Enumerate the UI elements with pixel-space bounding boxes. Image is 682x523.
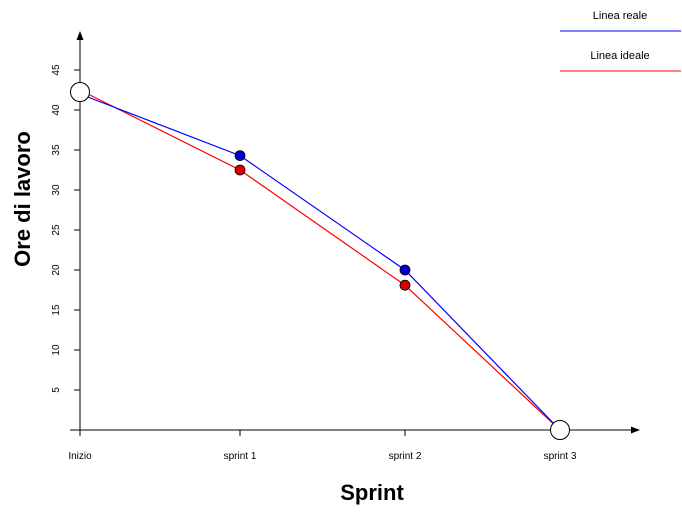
axes — [70, 31, 640, 436]
x-axis-arrow — [631, 426, 640, 434]
series-lines — [79, 89, 561, 431]
end-point-marker — [550, 420, 570, 440]
series-line-ideale — [79, 89, 561, 431]
y-tick-label: 35 — [51, 144, 62, 156]
x-tick-label: sprint 1 — [224, 451, 257, 462]
y-tick-label: 5 — [51, 387, 62, 393]
y-tick-label: 20 — [51, 264, 62, 276]
legend-label-reale: Linea reale — [593, 10, 647, 22]
series-points — [234, 150, 411, 291]
data-point-reale — [399, 264, 411, 276]
y-axis-arrow — [76, 31, 84, 40]
x-tick-label: Inizio — [68, 451, 92, 462]
series-line-reale — [79, 93, 561, 431]
y-tick-label: 10 — [51, 344, 62, 356]
legend-label-ideale: Linea ideale — [590, 50, 649, 62]
y-tick-label: 30 — [51, 184, 62, 196]
x-tick-label: sprint 2 — [389, 451, 422, 462]
x-tick-label: sprint 3 — [544, 451, 577, 462]
y-tick-label: 25 — [51, 224, 62, 236]
y-axis-title: Ore di lavoro — [10, 131, 35, 267]
x-axis-title: Sprint — [340, 480, 404, 505]
data-point-ideale — [399, 279, 411, 291]
legend: Linea reale Linea ideale — [560, 10, 681, 72]
y-tick-label: 40 — [51, 104, 62, 116]
data-point-ideale — [234, 164, 246, 176]
y-tick-label: 15 — [51, 304, 62, 316]
data-point-reale — [234, 150, 246, 162]
start-point-marker — [70, 82, 90, 102]
endpoints — [70, 82, 570, 440]
y-tick-label: 45 — [51, 64, 62, 76]
x-ticks: Inizio sprint 1 sprint 2 sprint 3 — [68, 430, 577, 462]
y-ticks: 5 10 15 20 25 30 35 40 45 — [51, 64, 80, 393]
